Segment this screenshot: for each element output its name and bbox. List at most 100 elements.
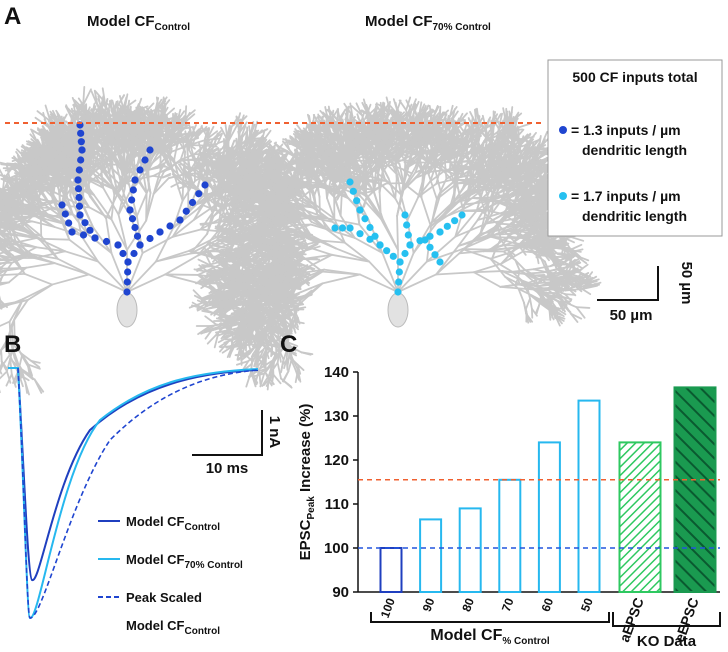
dendrite xyxy=(62,178,69,197)
dendrite xyxy=(29,179,41,189)
dendrite xyxy=(0,299,8,309)
dendrite xyxy=(184,105,188,119)
dendrite xyxy=(35,187,47,192)
dendrite xyxy=(18,367,27,384)
dendrite xyxy=(39,180,47,192)
dendrite xyxy=(16,225,42,240)
dendrite xyxy=(0,201,5,204)
dendrite xyxy=(34,208,51,217)
dendrite xyxy=(13,220,34,226)
dendrite xyxy=(30,359,41,369)
dendrite xyxy=(16,215,33,223)
dendrite xyxy=(144,136,157,141)
dendrite xyxy=(23,273,54,286)
dendrite xyxy=(15,226,38,239)
dendrite xyxy=(93,194,113,221)
dendrite xyxy=(0,344,7,353)
dendrite xyxy=(1,226,8,238)
dendrite xyxy=(11,243,38,249)
dendrite xyxy=(13,299,29,321)
dendrite xyxy=(9,232,38,239)
dendrite xyxy=(1,261,13,279)
dendrite xyxy=(2,217,18,223)
dendrite xyxy=(2,201,18,208)
dendrite xyxy=(97,260,128,293)
dendrite xyxy=(13,319,16,342)
dendrite xyxy=(117,213,128,251)
dendrite xyxy=(5,220,18,229)
dendrite xyxy=(152,170,164,177)
dendrite xyxy=(4,190,13,200)
dendrite xyxy=(68,238,99,263)
dendrite xyxy=(8,266,28,284)
dendrite xyxy=(50,206,74,216)
dendrite xyxy=(87,273,128,293)
dendrite xyxy=(18,373,24,388)
dendrite xyxy=(10,237,38,245)
dendrite xyxy=(7,208,22,214)
dendrite xyxy=(29,205,39,210)
dendrite xyxy=(0,258,14,262)
dendrite xyxy=(82,204,95,229)
dendrite xyxy=(9,225,24,230)
dendrite xyxy=(0,276,3,282)
dendrite xyxy=(31,220,56,228)
dendrite xyxy=(5,344,14,362)
dendrite xyxy=(0,364,4,374)
dendrite xyxy=(0,244,16,250)
dendrite xyxy=(45,200,59,206)
dendrite xyxy=(0,248,13,259)
dendrite xyxy=(0,242,14,246)
dendrite xyxy=(10,298,24,326)
dendrite xyxy=(51,273,90,286)
dendrite xyxy=(92,226,113,254)
dendrite xyxy=(1,206,12,210)
dendrite xyxy=(20,158,37,161)
dendrite xyxy=(155,110,158,124)
dendrite xyxy=(22,283,54,300)
dendrite xyxy=(0,213,4,218)
dendrite xyxy=(5,174,13,187)
dendrite xyxy=(102,186,120,216)
dendrite xyxy=(6,370,12,384)
dendrite xyxy=(0,248,17,255)
dendrite xyxy=(25,186,32,198)
dendrite xyxy=(5,373,13,387)
dendrite xyxy=(37,204,51,217)
dendrite xyxy=(197,141,202,151)
dendrite xyxy=(27,363,33,377)
dendrite xyxy=(1,266,28,270)
dendrite xyxy=(25,262,56,269)
dendrite xyxy=(45,189,57,201)
dendrite xyxy=(0,255,7,260)
dendrite xyxy=(53,183,68,187)
dendrite xyxy=(5,324,13,347)
dendrite xyxy=(80,234,99,263)
dendrite xyxy=(64,250,99,263)
dendrite xyxy=(71,183,95,197)
dendrite xyxy=(10,324,15,351)
dendrite xyxy=(24,381,30,396)
dendrite xyxy=(51,181,57,201)
dendrite xyxy=(5,163,11,180)
dendrite xyxy=(0,269,6,275)
dendrite xyxy=(35,246,67,253)
dendrite xyxy=(0,216,5,222)
dendrite xyxy=(27,363,41,370)
dendrite xyxy=(110,252,128,293)
dendrite xyxy=(9,198,23,205)
dendrite xyxy=(110,193,116,221)
dendrite xyxy=(88,206,113,221)
dendrite xyxy=(33,378,45,393)
dendrite xyxy=(0,232,14,246)
dendrite xyxy=(43,185,56,190)
dendrite xyxy=(0,370,8,380)
dendrite xyxy=(11,246,38,261)
dendrite xyxy=(20,352,33,362)
neuron-drawings xyxy=(0,85,602,396)
dendrite xyxy=(0,258,14,266)
dendrite xyxy=(7,178,21,184)
dendrite xyxy=(11,194,24,199)
dendrite xyxy=(0,281,10,284)
